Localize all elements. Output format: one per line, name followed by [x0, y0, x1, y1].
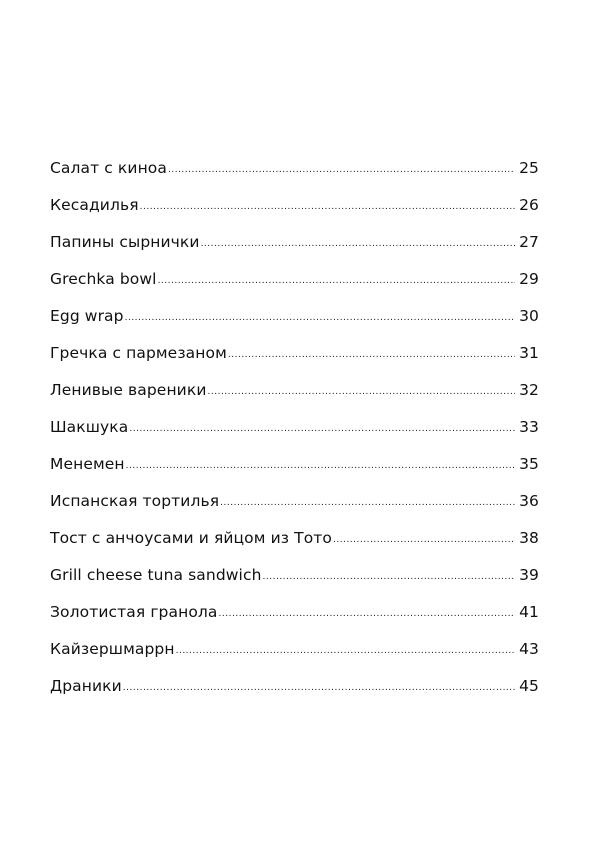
toc-dot-leader [123, 684, 515, 693]
toc-entry-title: Менемен [50, 455, 125, 473]
toc-entry[interactable]: Тост с анчоусами и яйцом из Тото 38 [50, 520, 539, 557]
toc-entry[interactable]: Кесадилья 26 [50, 187, 539, 224]
toc-entry[interactable]: Кайзершмаррн 43 [50, 631, 539, 668]
toc-entry-page: 31 [519, 344, 539, 362]
toc-entry-title: Egg wrap [50, 307, 124, 325]
toc-entry-title: Папины сырнички [50, 233, 200, 251]
toc-entry-page: 27 [519, 233, 539, 251]
table-of-contents: Салат с киноа 25 Кесадилья 26 Папины сыр… [50, 150, 539, 705]
toc-entry-page: 25 [519, 159, 539, 177]
toc-entry[interactable]: Гречка с пармезаном 31 [50, 335, 539, 372]
toc-entry-title: Гречка с пармезаном [50, 344, 227, 362]
toc-entry-title: Grill cheese tuna sandwich [50, 566, 262, 584]
toc-dot-leader [201, 240, 515, 249]
toc-dot-leader [168, 166, 515, 175]
toc-entry-title: Золотистая гранола [50, 603, 218, 621]
toc-entry-page: 26 [519, 196, 539, 214]
toc-entry-page: 38 [519, 529, 539, 547]
toc-entry-title: Шакшука [50, 418, 129, 436]
toc-dot-leader [220, 499, 515, 508]
toc-entry-title: Grechka bowl [50, 270, 157, 288]
toc-entry-title: Кесадилья [50, 196, 139, 214]
toc-entry[interactable]: Драники 45 [50, 668, 539, 705]
toc-entry-page: 45 [519, 677, 539, 695]
toc-entry-title: Ленивые вареники [50, 381, 207, 399]
toc-entry-page: 35 [519, 455, 539, 473]
toc-entry-title: Испанская тортилья [50, 492, 220, 510]
toc-entry-page: 33 [519, 418, 539, 436]
toc-dot-leader [126, 462, 515, 471]
toc-entry[interactable]: Салат с киноа 25 [50, 150, 539, 187]
toc-dot-leader [140, 203, 515, 212]
toc-dot-leader [176, 647, 515, 656]
toc-dot-leader [158, 277, 515, 286]
toc-dot-leader [263, 573, 515, 582]
toc-entry-page: 36 [519, 492, 539, 510]
toc-entry-title: Салат с киноа [50, 159, 167, 177]
toc-entry-page: 41 [519, 603, 539, 621]
toc-dot-leader [125, 314, 515, 323]
toc-entry-page: 30 [519, 307, 539, 325]
toc-entry-page: 39 [519, 566, 539, 584]
toc-entry[interactable]: Золотистая гранола 41 [50, 594, 539, 631]
toc-dot-leader [219, 610, 515, 619]
toc-dot-leader [333, 536, 515, 545]
toc-entry[interactable]: Испанская тортилья 36 [50, 483, 539, 520]
toc-dot-leader [228, 351, 515, 360]
toc-entry[interactable]: Шакшука 33 [50, 409, 539, 446]
toc-entry-page: 43 [519, 640, 539, 658]
toc-entry-page: 32 [519, 381, 539, 399]
toc-entry[interactable]: Папины сырнички 27 [50, 224, 539, 261]
toc-entry[interactable]: Ленивые вареники 32 [50, 372, 539, 409]
toc-entry-page: 29 [519, 270, 539, 288]
toc-entry[interactable]: Grechka bowl 29 [50, 261, 539, 298]
toc-entry[interactable]: Менемен 35 [50, 446, 539, 483]
toc-entry-title: Кайзершмаррн [50, 640, 175, 658]
toc-entry[interactable]: Grill cheese tuna sandwich 39 [50, 557, 539, 594]
toc-dot-leader [129, 425, 515, 434]
toc-entry-title: Тост с анчоусами и яйцом из Тото [50, 529, 332, 547]
toc-dot-leader [208, 388, 516, 397]
toc-entry-title: Драники [50, 677, 122, 695]
toc-entry[interactable]: Egg wrap 30 [50, 298, 539, 335]
